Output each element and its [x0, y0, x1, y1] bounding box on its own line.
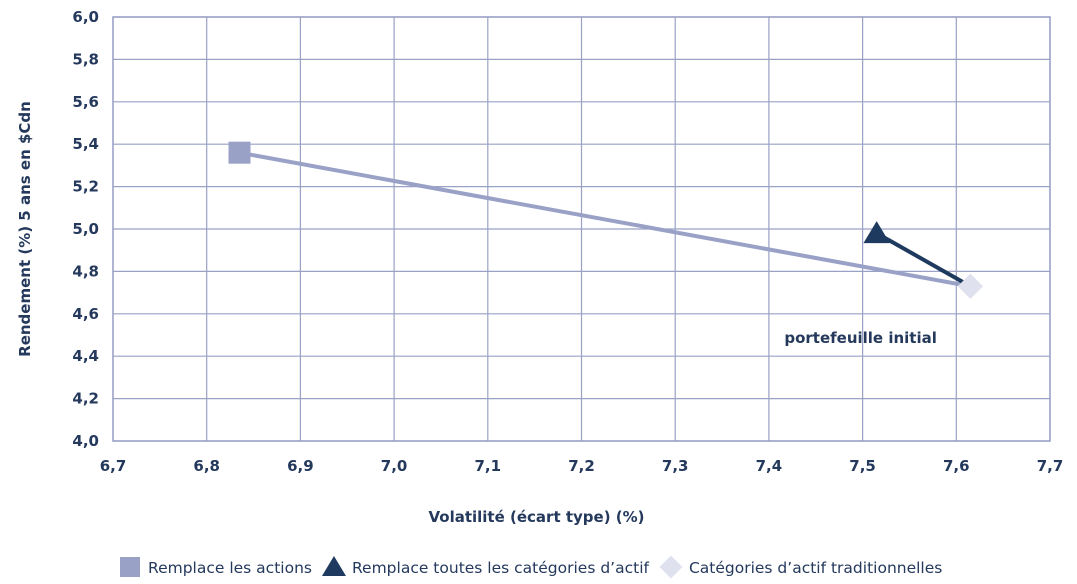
y-tick-label: 5,6	[72, 93, 99, 111]
plot-frame	[112, 16, 1051, 442]
y-tick-label: 5,0	[72, 220, 99, 238]
point-square-marker	[228, 141, 251, 164]
y-tick-label: 6,0	[72, 8, 99, 26]
point-diamond-marker	[957, 273, 984, 299]
series-line-1	[237, 150, 973, 289]
x-tick-label: 7,3	[662, 457, 689, 475]
annotation-portefeuille-initial: portefeuille initial	[784, 329, 937, 347]
legend-label-1: Remplace les actions	[148, 559, 312, 577]
grid	[112, 16, 1051, 442]
series-line-2	[874, 231, 973, 289]
legend-diamond-icon	[659, 555, 683, 579]
y-tick-label: 5,4	[72, 135, 99, 153]
y-axis-title: Rendement (%) 5 ans en $Cdn	[16, 101, 34, 357]
x-tick-label: 6,8	[193, 457, 220, 475]
y-tick-label: 5,8	[72, 50, 99, 68]
x-tick-label: 7,7	[1037, 457, 1064, 475]
x-tick-label: 7,4	[756, 457, 783, 475]
y-tick-label: 4,6	[72, 305, 99, 323]
series-markers	[228, 141, 984, 299]
y-tick-labels: 4,0 4,2 4,4 4,6 4,8 5,0 5,2 5,4 5,6 5,8 6,0	[72, 8, 99, 450]
legend-label-2: Remplace toutes les catégories d’actif	[352, 559, 650, 577]
series-lines	[237, 150, 973, 289]
legend-square-icon	[120, 557, 140, 577]
y-tick-label: 4,4	[72, 347, 99, 365]
x-tick-label: 6,7	[100, 457, 127, 475]
x-tick-label: 7,5	[849, 457, 876, 475]
legend: Remplace les actions Remplace toutes les …	[120, 555, 942, 579]
x-tick-label: 7,6	[943, 457, 970, 475]
y-tick-label: 5,2	[72, 178, 99, 196]
y-tick-label: 4,0	[72, 432, 99, 450]
x-tick-label: 7,0	[381, 457, 408, 475]
y-tick-label: 4,8	[72, 262, 99, 280]
x-tick-label: 6,9	[287, 457, 314, 475]
x-tick-label: 7,2	[568, 457, 595, 475]
x-tick-labels: 6,7 6,8 6,9 7,0 7,1 7,2 7,3 7,4 7,5 7,6 7,7	[100, 457, 1064, 475]
point-triangle-marker	[863, 221, 890, 244]
x-axis-title: Volatilité (écart type) (%)	[428, 508, 644, 526]
y-tick-label: 4,2	[72, 390, 99, 408]
legend-triangle-icon	[321, 556, 346, 576]
x-tick-label: 7,1	[475, 457, 502, 475]
legend-label-3: Catégories d’actif traditionnelles	[689, 559, 942, 577]
